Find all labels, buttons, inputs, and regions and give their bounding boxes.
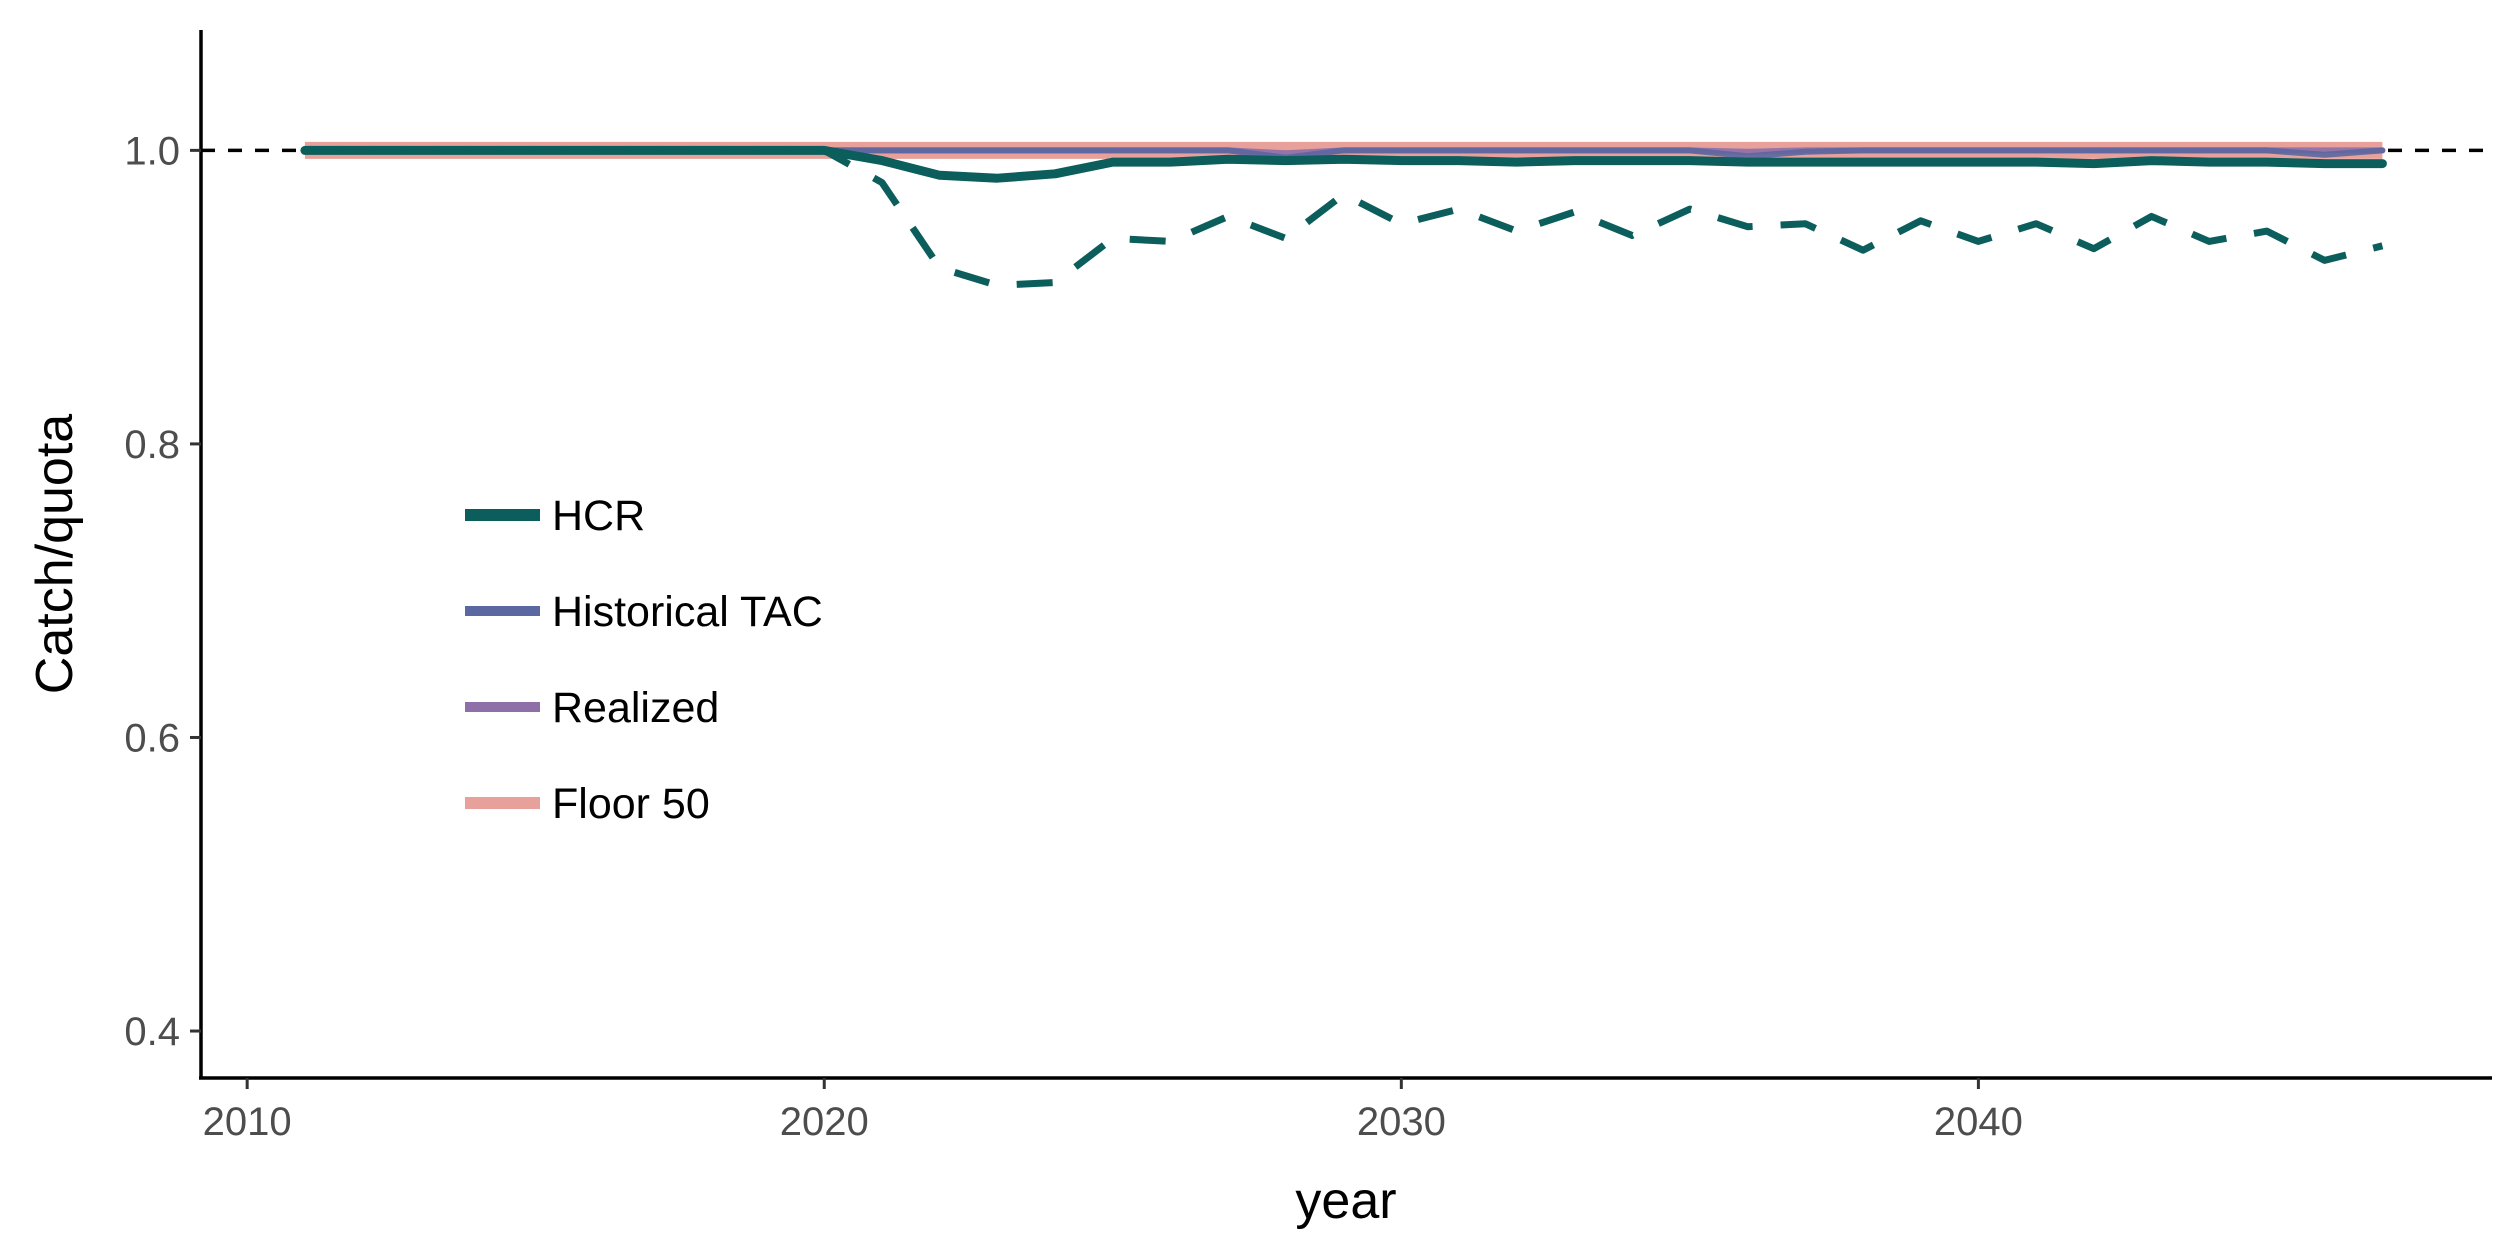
- x-tick-label: 2020: [780, 1100, 869, 1144]
- legend-label-hcr: HCR: [552, 492, 645, 540]
- legend: HCR Historical TAC Realized Floor 50: [465, 492, 823, 828]
- x-tick-label: 2010: [203, 1100, 292, 1144]
- legend-label-historical-tac: Historical TAC: [552, 588, 823, 636]
- axes-layer: [199, 30, 2492, 1080]
- y-tick-label: 0.6: [124, 716, 180, 760]
- y-tick-label: 0.8: [124, 423, 180, 467]
- legend-label-realized: Realized: [552, 684, 719, 732]
- ticks-layer: 2010 2020 2030 2040 0.4 0.6 0.8 1.0: [124, 129, 2023, 1144]
- series-layer: [300, 141, 2387, 289]
- y-tick-label: 0.4: [124, 1010, 180, 1054]
- y-axis-title: Catch/quota: [26, 414, 84, 694]
- x-axis-title: year: [1295, 1172, 1396, 1230]
- x-tick-label: 2030: [1357, 1100, 1446, 1144]
- x-tick-label: 2040: [1934, 1100, 2023, 1144]
- legend-label-floor-50: Floor 50: [552, 780, 710, 828]
- series-line-hcr-dashed: [304, 146, 2384, 289]
- y-tick-label: 1.0: [124, 129, 180, 173]
